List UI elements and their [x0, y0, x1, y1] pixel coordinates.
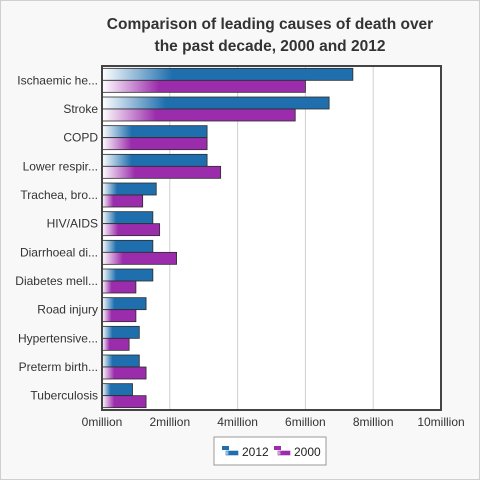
legend-swatch-2012[interactable] — [222, 446, 239, 456]
x-tick-label: 6million — [285, 415, 326, 429]
bar-2012-1[interactable] — [101, 96, 330, 110]
bar-2000-3[interactable] — [101, 165, 222, 179]
category-label: Stroke — [63, 102, 98, 116]
category-label: Tuberculosis — [30, 389, 98, 403]
category-label: Hypertensive... — [18, 331, 98, 345]
bar-2012-3[interactable] — [101, 153, 208, 167]
bar-2012-7[interactable] — [101, 268, 154, 282]
category-label: HIV/AIDS — [47, 217, 98, 231]
category-label: Trachea, bro... — [20, 188, 98, 202]
chart-title-line-1: Comparison of leading causes of death ov… — [106, 16, 434, 33]
chart-title: Comparison of leading causes of death ov… — [60, 14, 480, 58]
x-tick-label: 0million — [82, 415, 123, 429]
bar-2000-7[interactable] — [101, 280, 137, 294]
bar-2000-6[interactable] — [101, 251, 177, 265]
bar-2012-10[interactable] — [101, 354, 140, 368]
grid-lines — [169, 66, 374, 410]
category-label: Diabetes mell... — [15, 274, 98, 288]
bar-2012-5[interactable] — [101, 211, 154, 225]
x-tick-label: 4million — [217, 415, 258, 429]
category-label: COPD — [63, 131, 98, 145]
plot-background — [102, 66, 441, 410]
legend-swatch-2000[interactable] — [274, 446, 291, 456]
bar-2000-8[interactable] — [101, 309, 137, 323]
category-label: Preterm birth... — [19, 360, 98, 374]
category-label: Ischaemic he... — [17, 73, 98, 87]
category-label: Diarrhoeal di... — [20, 245, 98, 259]
legend-label-2012[interactable]: 2012 — [242, 445, 269, 459]
legend-label-2000[interactable]: 2000 — [294, 445, 321, 459]
plot-area-border — [101, 65, 442, 411]
bar-2000-5[interactable] — [101, 223, 161, 237]
bar-2000-0[interactable] — [101, 79, 306, 93]
x-tick-label: 10million — [417, 415, 464, 429]
bar-2000-9[interactable] — [101, 337, 130, 351]
bar-2012-9[interactable] — [101, 325, 140, 339]
bar-2012-8[interactable] — [101, 297, 147, 311]
bar-2000-2[interactable] — [101, 137, 208, 151]
bar-2000-1[interactable] — [101, 108, 296, 122]
bar-2012-6[interactable] — [101, 239, 154, 253]
x-tick-label: 2million — [149, 415, 190, 429]
bar-2000-11[interactable] — [101, 395, 147, 409]
x-axis-ticks: 0million 2million 4million 6million 8million… — [82, 415, 465, 429]
category-labels: Ischaemic he... Stroke COPD Lower respir...… — [15, 73, 98, 402]
chart-title-line-2: the past decade, 2000 and 2012 — [154, 38, 386, 55]
bar-2012-0[interactable] — [101, 67, 354, 81]
bar-2012-11[interactable] — [101, 383, 133, 397]
bar-2012-2[interactable] — [101, 125, 208, 139]
x-tick-label: 8million — [353, 415, 394, 429]
legend-box — [213, 436, 327, 466]
bar-group — [101, 67, 354, 409]
bar-2000-4[interactable] — [101, 194, 144, 208]
bar-2012-4[interactable] — [101, 182, 157, 196]
legend[interactable]: 2012 2000 — [213, 436, 327, 466]
category-label: Lower respir... — [23, 159, 98, 173]
category-label: Road injury — [37, 303, 98, 317]
bar-2000-10[interactable] — [101, 366, 147, 380]
